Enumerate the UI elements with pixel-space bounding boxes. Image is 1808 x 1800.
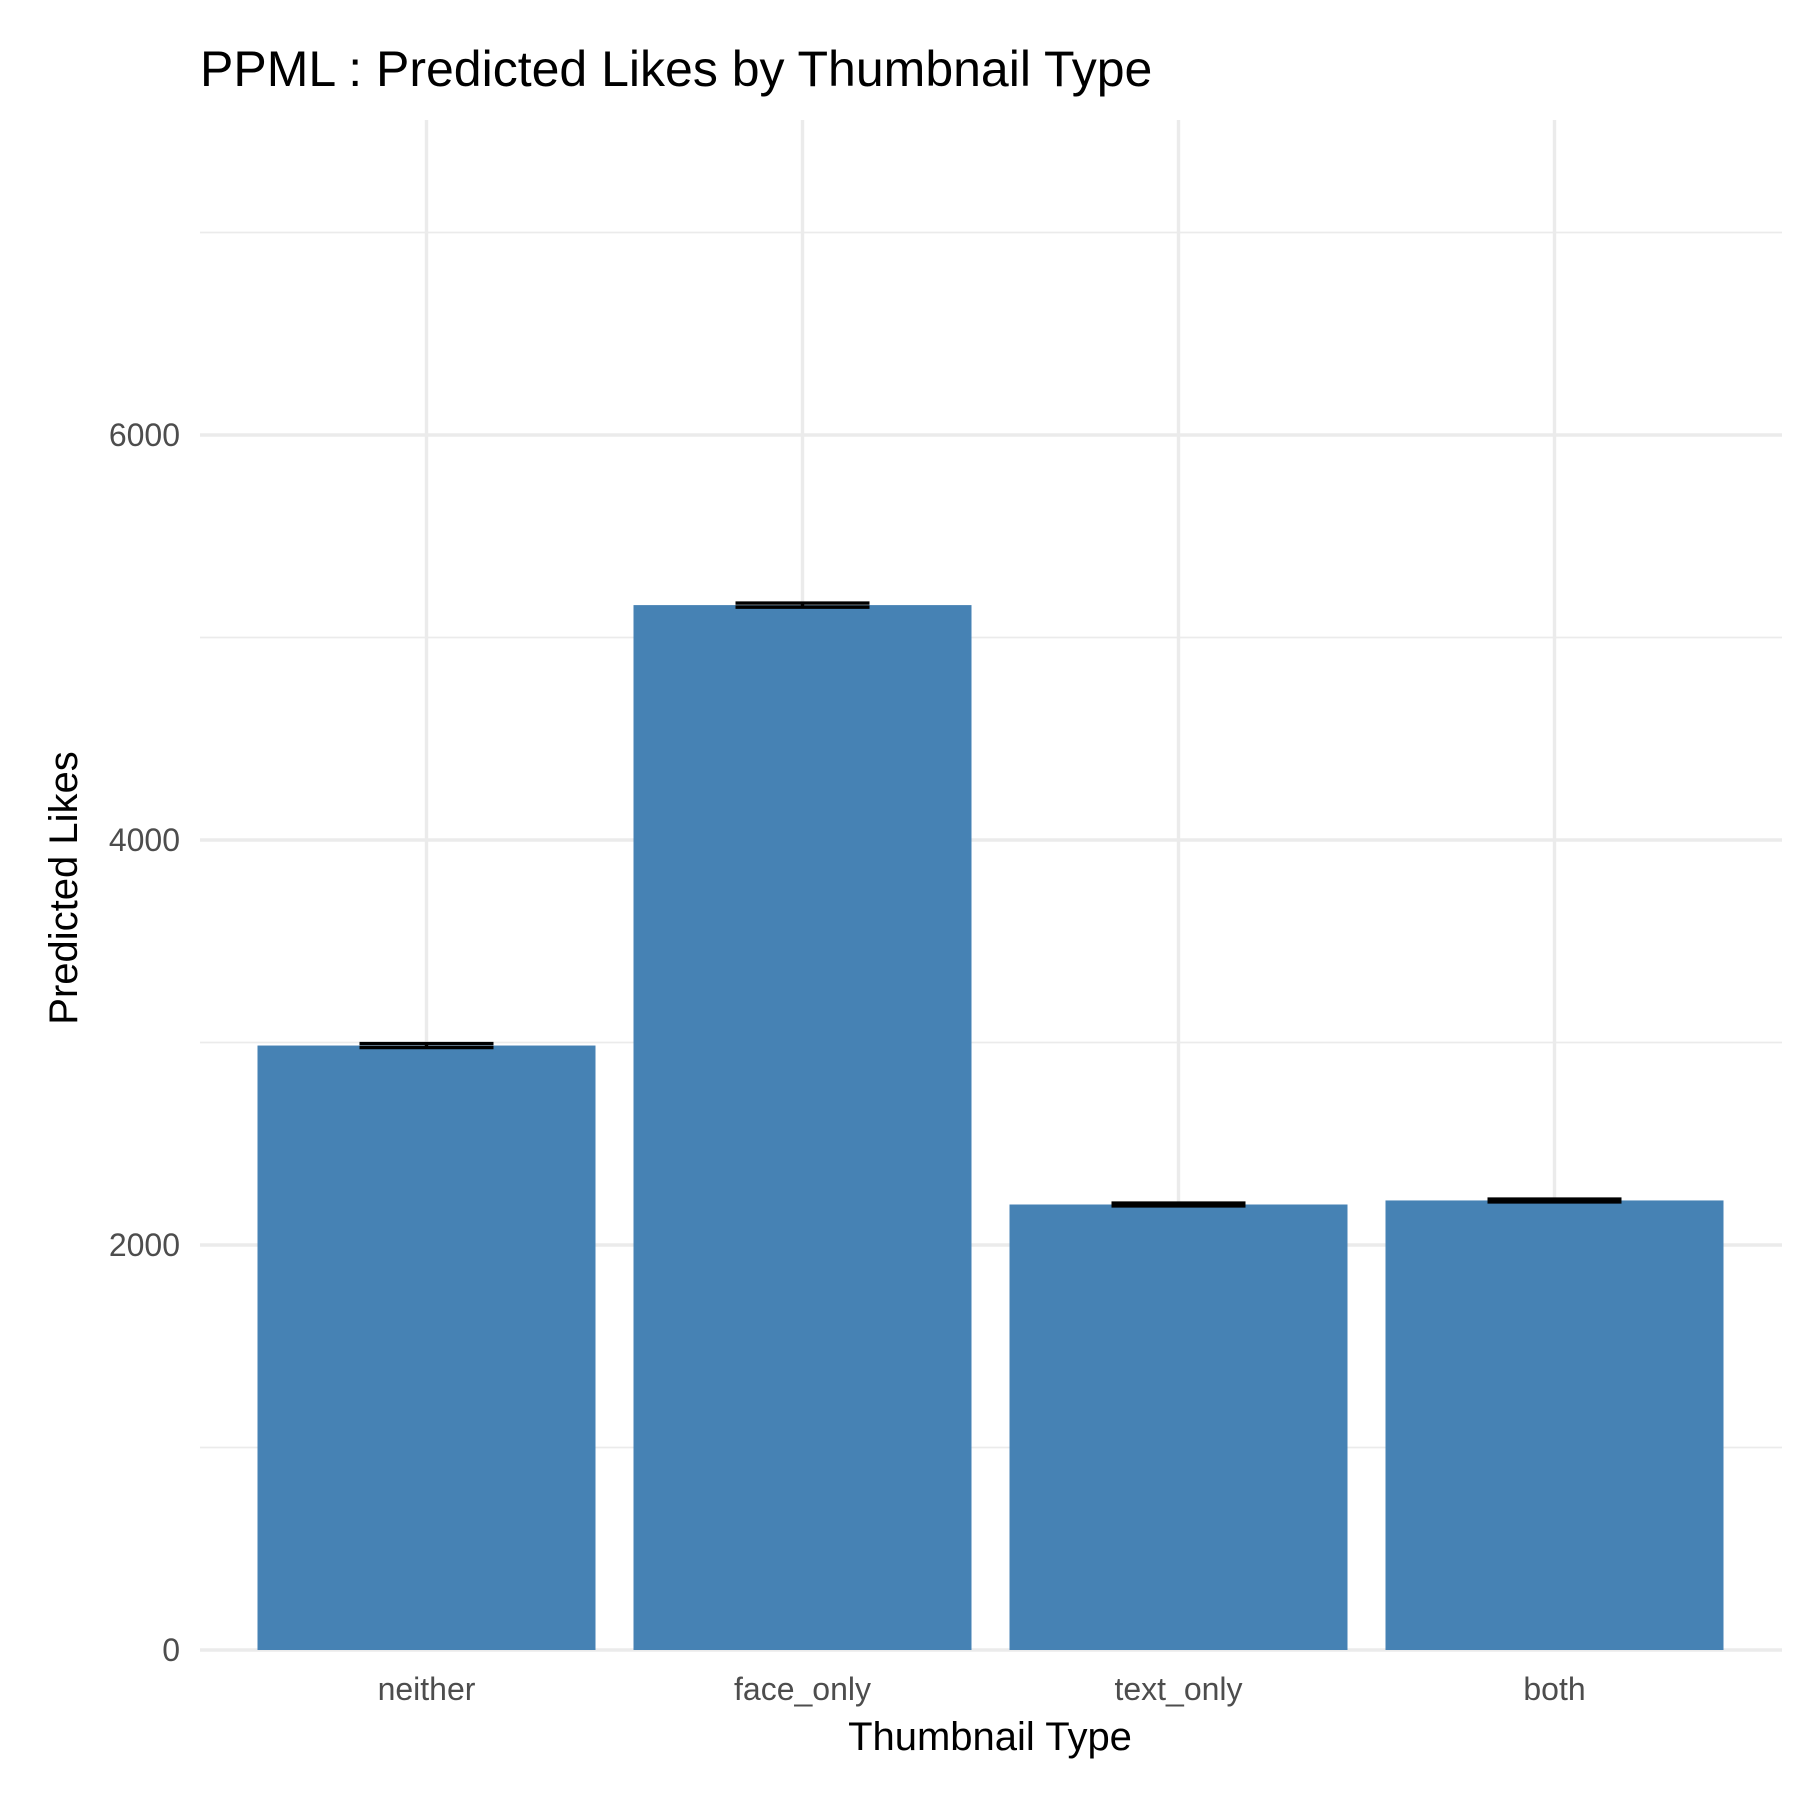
x-tick-label: face_only (734, 1671, 871, 1707)
x-axis-ticks: neither face_only text_only both (378, 1671, 1586, 1707)
y-axis-title: Predicted Likes (42, 751, 86, 1024)
y-tick-label: 0 (162, 1632, 180, 1668)
bar-neither (257, 1045, 596, 1650)
x-tick-label: both (1523, 1671, 1585, 1707)
bar-text_only (1009, 1204, 1348, 1650)
error-bars (359, 601, 1622, 1208)
y-tick-label: 6000 (109, 417, 180, 453)
y-axis-ticks: 0 2000 4000 6000 (109, 417, 180, 1668)
bar-both (1385, 1200, 1724, 1650)
bar-face_only (633, 605, 972, 1650)
y-tick-label: 4000 (109, 822, 180, 858)
bars (257, 605, 1724, 1650)
y-tick-label: 2000 (109, 1227, 180, 1263)
x-axis-title: Thumbnail Type (848, 1715, 1132, 1759)
x-tick-label: text_only (1114, 1671, 1242, 1707)
chart-title: PPML : Predicted Likes by Thumbnail Type (200, 41, 1152, 97)
x-tick-label: neither (378, 1671, 476, 1707)
